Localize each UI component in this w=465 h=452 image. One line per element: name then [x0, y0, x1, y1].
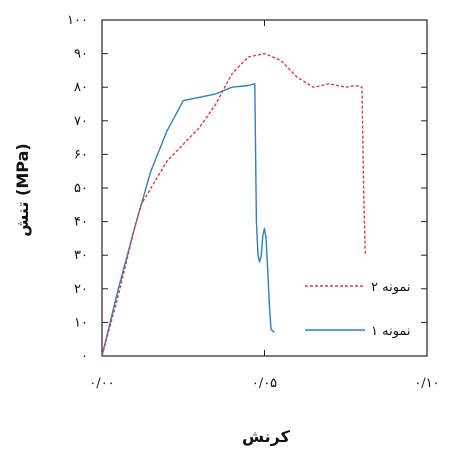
- x-axis-title: کرنش: [242, 427, 291, 446]
- y-tick-label: ۴۰: [74, 215, 88, 230]
- y-tick-label: ۱۰: [74, 315, 88, 330]
- y-tick-label: ۰: [81, 349, 88, 364]
- y-tick-label: ۵۰: [74, 181, 88, 196]
- y-axis-ticks: ۰ ۱۰ ۲۰ ۳۰ ۴۰ ۵۰ ۶۰ ۷۰ ۸۰ ۹۰ ۱۰۰: [67, 13, 427, 364]
- y-tick-label: ۷۰: [74, 114, 88, 129]
- y-tick-label: ۱۰۰: [67, 13, 88, 28]
- y-tick-label: ۶۰: [74, 147, 88, 162]
- series-line-1: [101, 83, 275, 357]
- y-tick-label: ۲۰: [74, 282, 88, 297]
- legend-label-2: نمونه ۲: [371, 280, 411, 295]
- x-tick-label: ۰/۰۵: [252, 376, 277, 391]
- legend-label-1: نمونه ۱: [371, 324, 411, 339]
- x-axis-ticks: ۰/۰۰ ۰/۰۵ ۰/۱۰: [89, 20, 440, 391]
- y-axis-title: تنش (MPa): [13, 143, 32, 236]
- legend: نمونه ۲ نمونه ۱: [305, 280, 411, 339]
- y-tick-label: ۳۰: [74, 248, 88, 263]
- x-tick-label: ۰/۱۰: [414, 376, 439, 391]
- y-tick-label: ۹۰: [74, 47, 88, 62]
- series-layer: [101, 52, 366, 357]
- y-tick-label: ۸۰: [74, 80, 88, 95]
- series-line-2: [101, 52, 366, 357]
- x-tick-label: ۰/۰۰: [89, 376, 114, 391]
